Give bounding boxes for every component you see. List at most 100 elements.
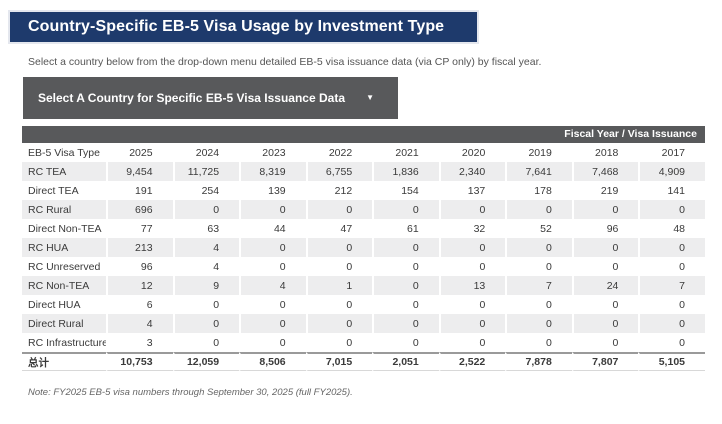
column-header-year: 2022 — [305, 143, 373, 162]
cell-value: 154 — [372, 181, 439, 200]
page-title: Country-Specific EB-5 Visa Usage by Inve… — [28, 18, 445, 35]
cell-value: 0 — [239, 314, 306, 333]
visa-usage-table: EB-5 Visa Type 2025 2024 2023 2022 2021 2020 2… — [22, 143, 705, 371]
cell-value: 0 — [438, 200, 506, 219]
cell-value: 6 — [106, 295, 173, 314]
row-label: RC TEA — [28, 165, 67, 178]
table-row: RC Unreserved 96 4 0 0 0 0 0 0 0 — [22, 257, 705, 276]
cell-value: 52 — [505, 219, 572, 238]
table-row: RC Infrastructure 3 0 0 0 0 0 0 0 0 — [22, 333, 705, 352]
cell-value: 13 — [438, 276, 506, 295]
cell-value: 0 — [305, 200, 373, 219]
column-header-year: 2018 — [571, 143, 639, 162]
total-cell-value: 10,753 — [106, 352, 173, 371]
column-header-year: 2017 — [638, 143, 705, 162]
row-label: RC Infrastructure — [28, 336, 106, 349]
cell-value: 0 — [505, 200, 572, 219]
cell-value: 4 — [172, 257, 240, 276]
cell-value: 0 — [239, 257, 306, 276]
cell-value: 0 — [172, 314, 240, 333]
cell-value: 7,468 — [571, 162, 639, 181]
row-label: Direct TEA — [28, 184, 79, 197]
table-row: RC Rural 696 0 0 0 0 0 0 0 0 — [22, 200, 705, 219]
cell-value: 0 — [505, 238, 572, 257]
cell-value: 0 — [505, 314, 572, 333]
cell-value: 9 — [172, 276, 240, 295]
table-row: Direct Non-TEA 77 63 44 47 61 32 52 96 48 — [22, 219, 705, 238]
table-row: RC TEA 9,454 11,725 8,319 6,755 1,836 2,340 7,6… — [22, 162, 705, 181]
cell-value: 0 — [638, 314, 705, 333]
cell-value: 48 — [638, 219, 705, 238]
cell-value: 47 — [305, 219, 373, 238]
cell-value: 8,319 — [239, 162, 306, 181]
table-row: RC Non-TEA 12 9 4 1 0 13 7 24 7 — [22, 276, 705, 295]
total-cell-value: 2,051 — [372, 352, 439, 371]
cell-value: 4,909 — [638, 162, 705, 181]
cell-value: 191 — [106, 181, 173, 200]
column-header-year: 2020 — [438, 143, 506, 162]
cell-value: 1 — [305, 276, 373, 295]
cell-value: 7,641 — [505, 162, 572, 181]
total-cell-value: 5,105 — [638, 352, 705, 371]
cell-value: 4 — [106, 314, 173, 333]
footnote: Note: FY2025 EB-5 visa numbers through S… — [28, 387, 353, 398]
row-label: RC HUA — [28, 241, 69, 254]
cell-value: 0 — [438, 257, 506, 276]
cell-value: 0 — [438, 333, 506, 352]
total-cell-value: 7,878 — [505, 352, 572, 371]
cell-value: 0 — [305, 295, 373, 314]
cell-value: 2,340 — [438, 162, 506, 181]
cell-value: 0 — [172, 333, 240, 352]
total-cell-value: 2,522 — [438, 352, 506, 371]
cell-value: 0 — [571, 238, 639, 257]
cell-value: 254 — [172, 181, 240, 200]
cell-value: 96 — [106, 257, 173, 276]
cell-value: 4 — [172, 238, 240, 257]
cell-value: 44 — [239, 219, 306, 238]
table-row: Direct Rural 4 0 0 0 0 0 0 0 0 — [22, 314, 705, 333]
cell-value: 141 — [638, 181, 705, 200]
cell-value: 6,755 — [305, 162, 373, 181]
cell-value: 0 — [571, 333, 639, 352]
row-label: RC Unreserved — [28, 260, 101, 273]
table-row: Direct TEA 191 254 139 212 154 137 178 219 141 — [22, 181, 705, 200]
cell-value: 0 — [438, 238, 506, 257]
cell-value: 0 — [571, 295, 639, 314]
table-row: Direct HUA 6 0 0 0 0 0 0 0 0 — [22, 295, 705, 314]
cell-value: 0 — [571, 257, 639, 276]
column-header-year: 2021 — [372, 143, 439, 162]
row-label: RC Rural — [28, 203, 72, 216]
cell-value: 696 — [106, 200, 173, 219]
cell-value: 0 — [172, 295, 240, 314]
cell-value: 0 — [372, 333, 439, 352]
cell-value: 7 — [638, 276, 705, 295]
cell-value: 11,725 — [172, 162, 240, 181]
column-header-year: 2025 — [106, 143, 173, 162]
column-header-year: 2019 — [505, 143, 572, 162]
cell-value: 77 — [106, 219, 173, 238]
cell-value: 3 — [106, 333, 173, 352]
cell-value: 12 — [106, 276, 173, 295]
cell-value: 0 — [571, 314, 639, 333]
cell-value: 0 — [505, 333, 572, 352]
cell-value: 0 — [372, 276, 439, 295]
cell-value: 0 — [305, 314, 373, 333]
table-row: RC HUA 213 4 0 0 0 0 0 0 0 — [22, 238, 705, 257]
cell-value: 0 — [372, 295, 439, 314]
cell-value: 178 — [505, 181, 572, 200]
table-banner: Fiscal Year / Visa Issuance — [22, 126, 705, 143]
cell-value: 0 — [638, 295, 705, 314]
cell-value: 1,836 — [372, 162, 439, 181]
cell-value: 0 — [638, 200, 705, 219]
country-select-dropdown[interactable]: Select A Country for Specific EB-5 Visa … — [23, 77, 398, 119]
cell-value: 7 — [505, 276, 572, 295]
cell-value: 0 — [239, 295, 306, 314]
column-header-year: 2023 — [239, 143, 306, 162]
cell-value: 0 — [571, 200, 639, 219]
total-cell-value: 8,506 — [239, 352, 306, 371]
total-cell-value: 7,015 — [305, 352, 373, 371]
cell-value: 9,454 — [106, 162, 173, 181]
cell-value: 24 — [571, 276, 639, 295]
cell-value: 0 — [438, 314, 506, 333]
cell-value: 0 — [372, 314, 439, 333]
